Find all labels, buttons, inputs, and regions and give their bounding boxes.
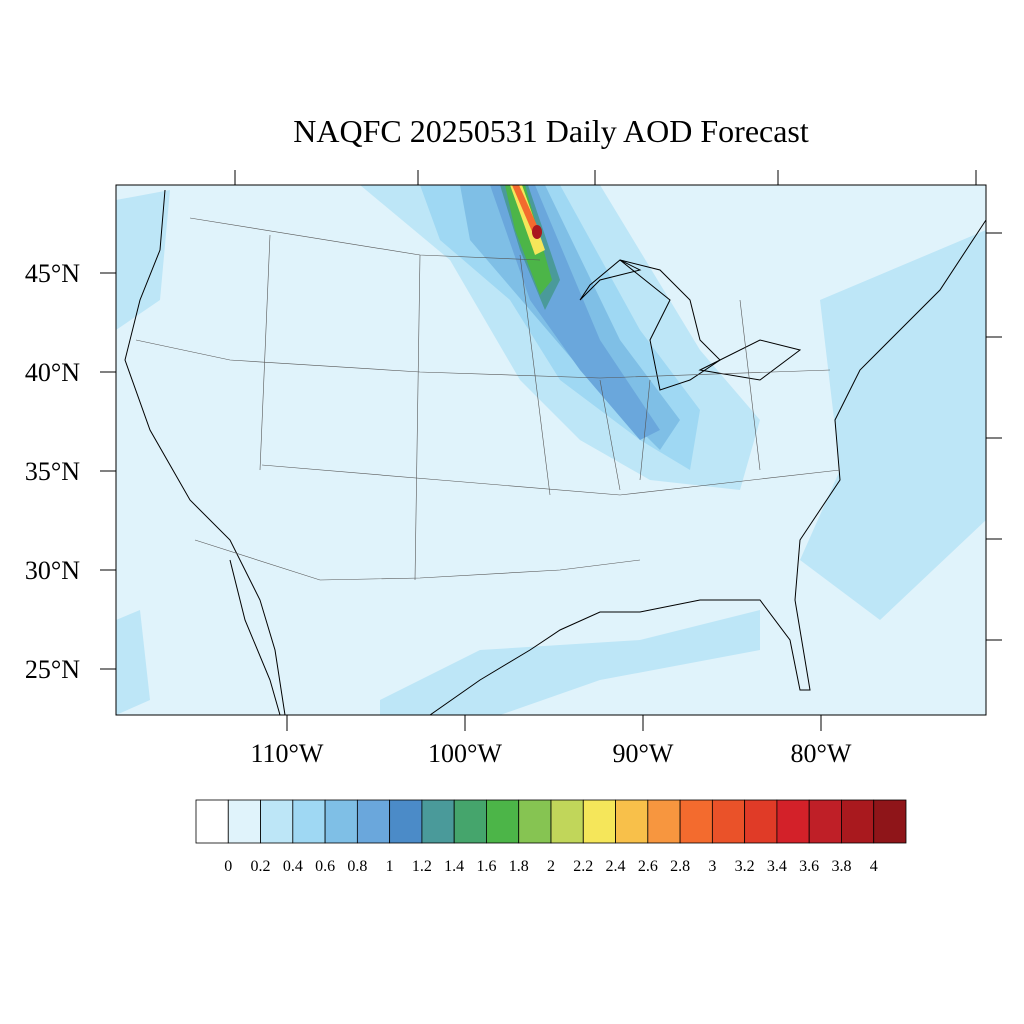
colorbar-box: [227, 799, 261, 844]
aod-field: [116, 610, 150, 715]
aod-field: [532, 225, 542, 239]
colorbar-box: [421, 799, 455, 844]
colorbar-box: [356, 799, 391, 844]
colorbar-box: [711, 799, 746, 844]
title: NAQFC 20250531 Daily AOD Forecast: [293, 113, 809, 149]
colorbar-box: [260, 799, 294, 844]
colorbar-box: [679, 799, 713, 844]
colorbar-box: [550, 799, 584, 844]
colorbar-box: [486, 799, 520, 844]
colorbar-label: 3.2: [735, 858, 755, 875]
colorbar-box: [873, 799, 907, 844]
colorbar-box: [647, 799, 681, 844]
colorbar-label: 2.4: [606, 858, 626, 875]
lat-label: 25°N: [25, 655, 80, 684]
colorbar-label: 2.6: [638, 858, 658, 875]
colorbar-label: 2: [547, 858, 555, 875]
lat-label: 30°N: [25, 556, 80, 585]
aod-field: [380, 610, 760, 715]
colorbar-label: 3.6: [799, 858, 819, 875]
colorbar-box: [776, 799, 810, 844]
colorbar-label: 0: [224, 858, 232, 875]
colorbar-label: 1.2: [412, 858, 432, 875]
colorbar-box: [841, 799, 875, 844]
colorbar-box: [744, 799, 778, 844]
colorbar-label: 2.2: [573, 858, 593, 875]
lon-label: 80°W: [791, 739, 852, 768]
colorbar-box: [582, 799, 616, 844]
lat-label: 35°N: [25, 457, 80, 486]
colorbar-label: 3.8: [831, 858, 851, 875]
colorbar-box: [324, 799, 358, 844]
colorbar-box: [808, 799, 842, 844]
colorbar-label: 1: [386, 858, 394, 875]
colorbar-box: [518, 799, 552, 844]
colorbar-label: 1.8: [509, 858, 529, 875]
colorbar-label: 0.8: [347, 858, 367, 875]
colorbar-box: [292, 799, 326, 844]
map-frame: [115, 184, 987, 716]
aod-field: [512, 185, 540, 236]
lat-label: 45°N: [25, 259, 80, 288]
colorbar-box: [615, 799, 649, 844]
colorbar-label: 3: [708, 858, 716, 875]
colorbar-box: [389, 799, 423, 844]
aod-field: [505, 185, 552, 295]
colorbar-label: 2.8: [670, 858, 690, 875]
lat-label: 40°N: [25, 358, 80, 387]
aod-field: [116, 190, 170, 330]
frame-ticks: [234, 170, 1002, 641]
coastlines: [124, 189, 986, 715]
colorbar-label: 0.2: [251, 858, 271, 875]
borders: [135, 217, 841, 581]
colorbar-label: 0.4: [283, 858, 303, 875]
colorbar-box: [195, 799, 229, 844]
colorbar-label: 0.6: [315, 858, 335, 875]
colorbar-label: 1.6: [476, 858, 496, 875]
colorbar-label: 3.4: [767, 858, 787, 875]
map-area: [116, 185, 986, 715]
aod-field: [800, 230, 986, 620]
colorbar-box: [453, 799, 487, 844]
lon-label: 100°W: [428, 739, 502, 768]
colorbar-label: 1.4: [444, 858, 464, 875]
lon-label: 90°W: [613, 739, 674, 768]
lon-label: 110°W: [251, 739, 324, 768]
colorbar-label: 4: [870, 858, 878, 875]
